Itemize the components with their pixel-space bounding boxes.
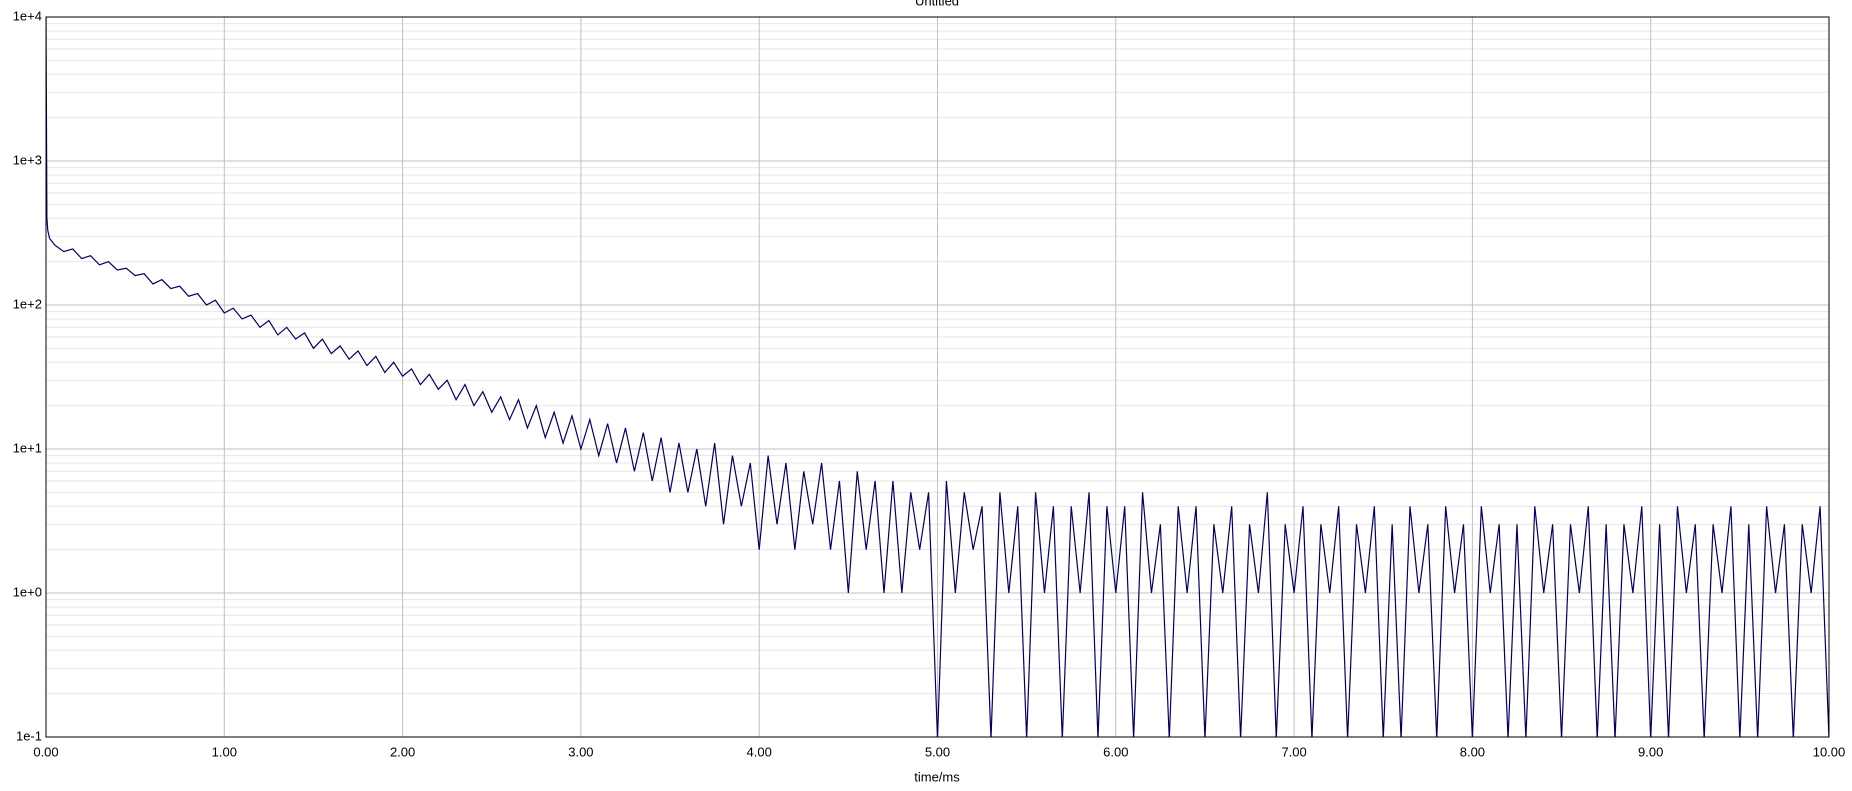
x-tick-label: 6.00 [1103, 744, 1128, 759]
y-tick-label: 1e+0 [13, 584, 42, 599]
x-tick-label: 4.00 [747, 744, 772, 759]
data-line [46, 17, 1829, 737]
x-tick-label: 0.00 [33, 744, 58, 759]
grid [45, 16, 1830, 738]
x-tick-label: 10.00 [1813, 744, 1846, 759]
y-tick-label: 1e+3 [13, 152, 42, 167]
y-tick-label: 1e+4 [13, 8, 42, 23]
x-axis-label: time/ms [914, 769, 960, 784]
plot [46, 17, 1829, 737]
y-tick-label: 1e-1 [16, 728, 42, 743]
x-tick-label: 8.00 [1460, 744, 1485, 759]
x-tick-label: 5.00 [925, 744, 950, 759]
x-tick-label: 1.00 [212, 744, 237, 759]
chart-title: Untitled [915, 0, 959, 8]
x-tick-label: 3.00 [568, 744, 593, 759]
y-tick-label: 1e+2 [13, 296, 42, 311]
x-tick-label: 2.00 [390, 744, 415, 759]
x-tick-label: 7.00 [1281, 744, 1306, 759]
x-tick-label: 9.00 [1638, 744, 1663, 759]
plot-frame [45, 16, 1830, 738]
y-tick-label: 1e+1 [13, 440, 42, 455]
